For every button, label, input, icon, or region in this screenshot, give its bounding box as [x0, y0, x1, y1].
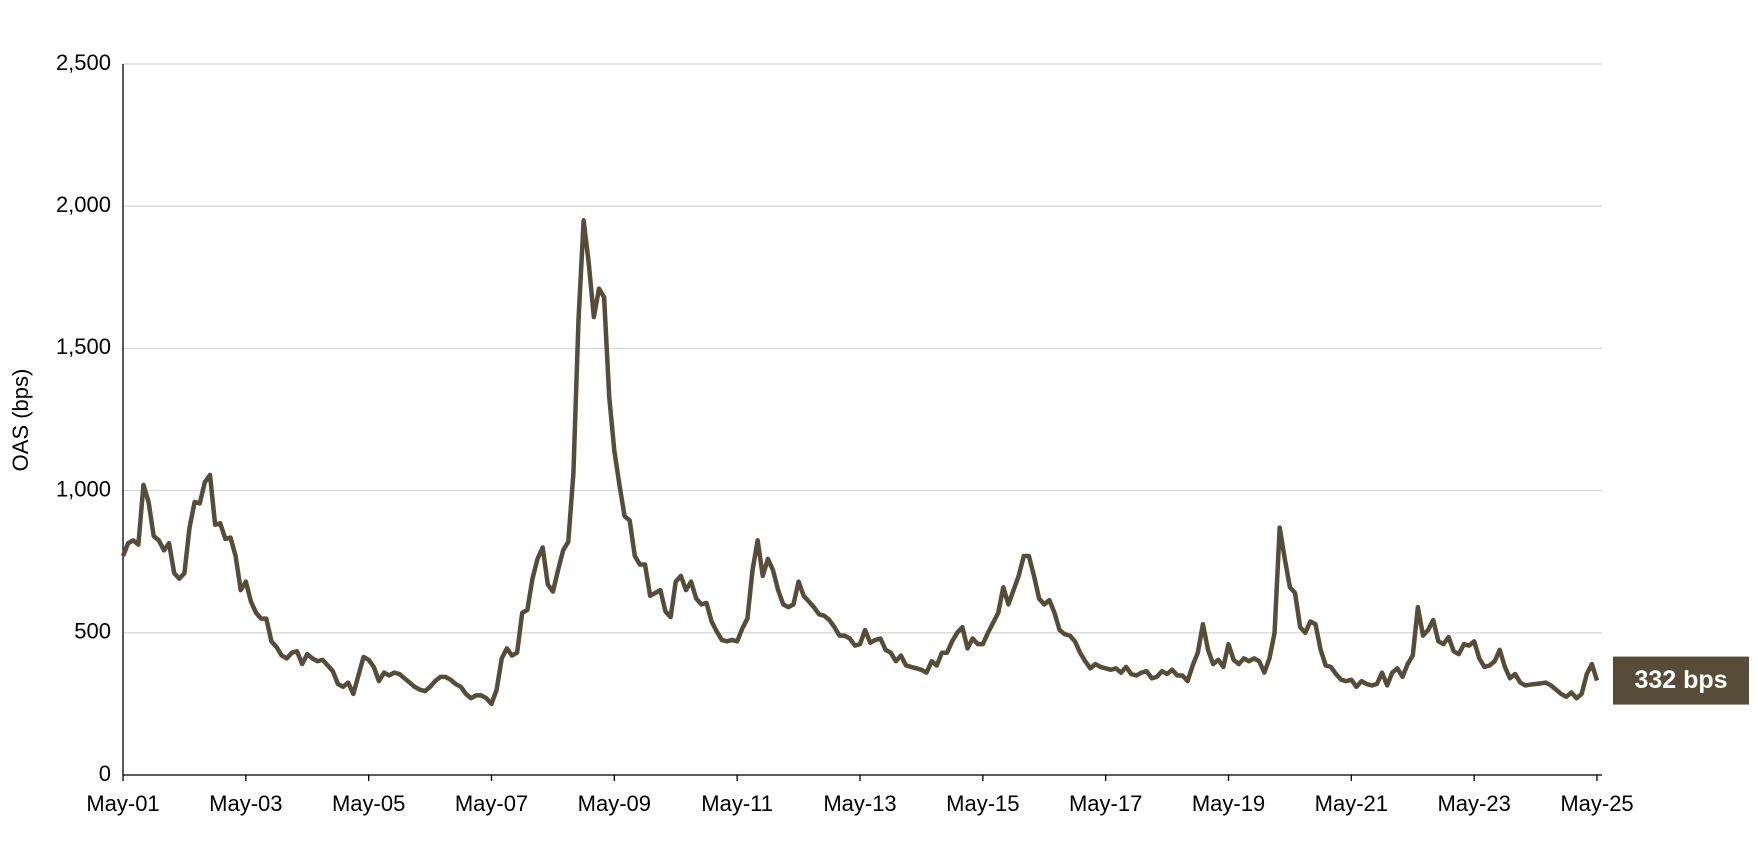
y-tick-label: 2,500 [56, 50, 111, 75]
annotation-box [1613, 656, 1749, 705]
x-tick-label: May-25 [1560, 791, 1633, 816]
x-tick-label: May-07 [455, 791, 528, 816]
y-axis-label: OAS (bps) [8, 369, 33, 472]
x-tick-label: May-15 [946, 791, 1019, 816]
x-tick-label: May-19 [1192, 791, 1265, 816]
y-tick-label: 0 [99, 761, 111, 786]
x-tick-label: May-17 [1069, 791, 1142, 816]
x-tick-label: May-03 [209, 791, 282, 816]
x-tick-label: May-23 [1437, 791, 1510, 816]
y-tick-label: 500 [74, 619, 111, 644]
annotation: 332 bps [1634, 666, 1727, 694]
x-tick-label: May-13 [823, 791, 896, 816]
y-tick-label: 2,000 [56, 192, 111, 217]
y-tick-label: 1,500 [56, 334, 111, 359]
x-tick-label: May-01 [86, 791, 159, 816]
x-tick-label: May-11 [701, 791, 773, 816]
y-tick-label: 1,000 [56, 476, 111, 501]
line-series [120, 218, 1600, 707]
x-tick-label: May-05 [332, 791, 405, 816]
x-tick-label: May-09 [578, 791, 651, 816]
x-tick-label: May-21 [1315, 791, 1388, 816]
